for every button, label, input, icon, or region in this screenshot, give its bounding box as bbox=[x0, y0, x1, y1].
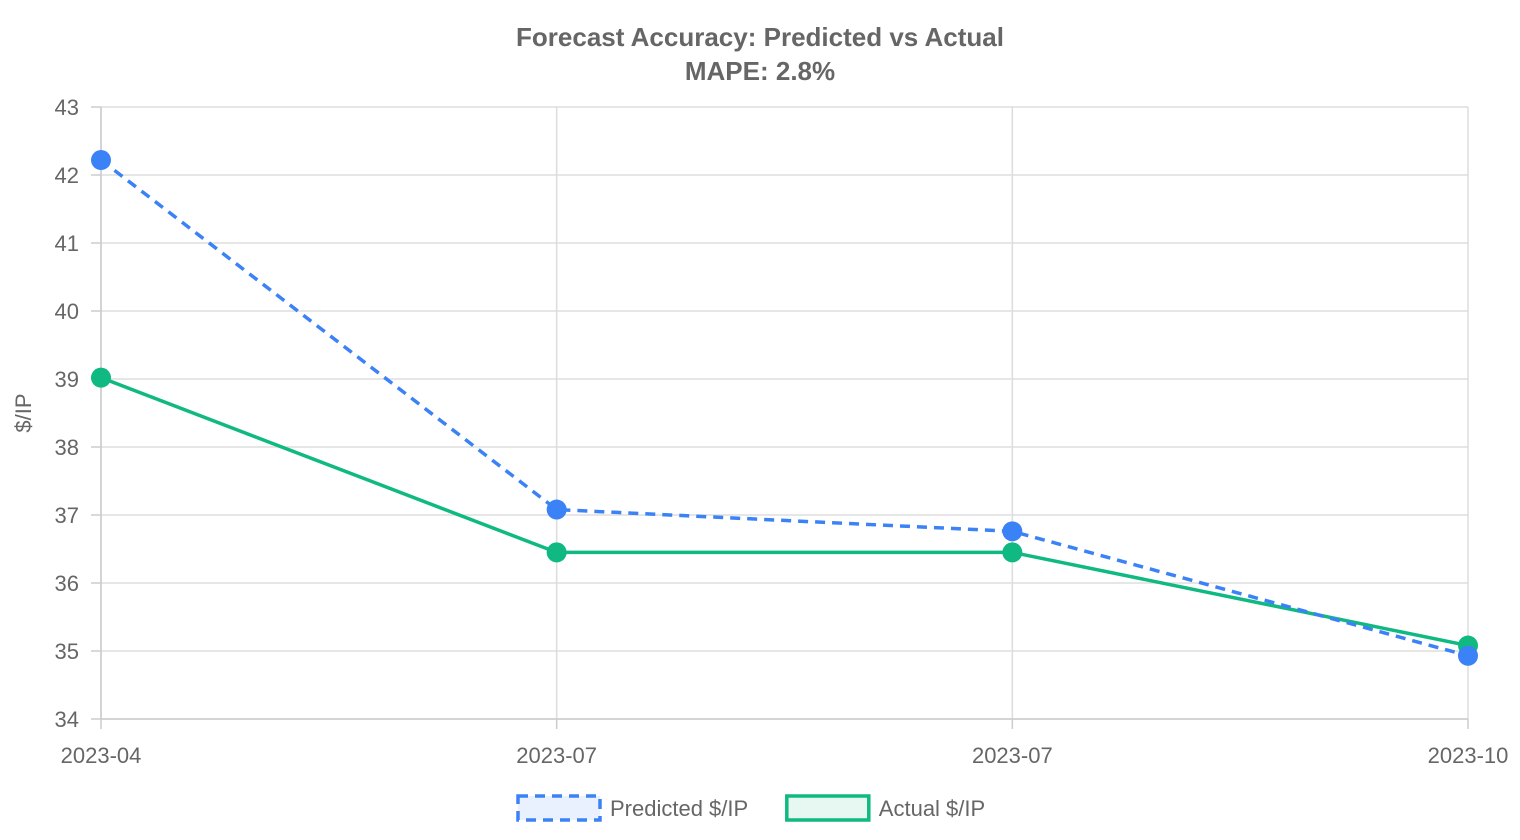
legend-item-0[interactable]: Predicted $/IP bbox=[516, 794, 748, 822]
legend-swatch bbox=[516, 794, 602, 822]
series-lines bbox=[91, 150, 1478, 666]
data-point-1-2[interactable] bbox=[1002, 542, 1023, 563]
legend-item-1[interactable]: Actual $/IP bbox=[785, 794, 985, 822]
y-tick-label: 39 bbox=[55, 367, 79, 392]
series-line-1 bbox=[100, 376, 1469, 648]
y-tick-label: 37 bbox=[55, 503, 79, 528]
legend-swatch bbox=[785, 794, 871, 822]
grid-lines bbox=[100, 106, 1469, 720]
data-point-0-2[interactable] bbox=[1002, 521, 1023, 542]
tick-labels: 34 35 36 37 38 39 40 41 42 43 2023-04 2023-07 2023-0… bbox=[55, 95, 1509, 768]
y-tick-label: 40 bbox=[55, 299, 79, 324]
x-tick-label: 2023-04 bbox=[61, 743, 142, 768]
data-point-0-3[interactable] bbox=[1458, 645, 1478, 666]
y-tick-label: 43 bbox=[55, 95, 79, 120]
series-line-0 bbox=[99, 158, 1469, 658]
chart-title: Forecast Accuracy: Predicted vs Actual bbox=[516, 22, 1004, 52]
y-axis-title: $/IP bbox=[11, 393, 36, 432]
data-point-0-0[interactable] bbox=[91, 150, 111, 171]
legend-label: Actual $/IP bbox=[879, 796, 985, 821]
y-tick-label: 42 bbox=[55, 163, 79, 188]
data-point-1-0[interactable] bbox=[91, 367, 111, 388]
axes bbox=[91, 106, 1469, 729]
y-tick-label: 34 bbox=[55, 707, 79, 732]
legend-label: Predicted $/IP bbox=[610, 796, 748, 821]
x-tick-label: 2023-07 bbox=[516, 743, 597, 768]
x-tick-label: 2023-10 bbox=[1428, 743, 1509, 768]
legend[interactable]: Predicted $/IP Actual $/IP bbox=[516, 794, 985, 822]
chart-subtitle: MAPE: 2.8% bbox=[685, 56, 835, 86]
x-tick-label: 2023-07 bbox=[972, 743, 1053, 768]
y-tick-label: 36 bbox=[55, 571, 79, 596]
y-tick-label: 41 bbox=[55, 231, 79, 256]
y-tick-label: 35 bbox=[55, 639, 79, 664]
y-tick-label: 38 bbox=[55, 435, 79, 460]
data-point-0-1[interactable] bbox=[546, 499, 567, 520]
data-point-1-1[interactable] bbox=[546, 542, 567, 563]
